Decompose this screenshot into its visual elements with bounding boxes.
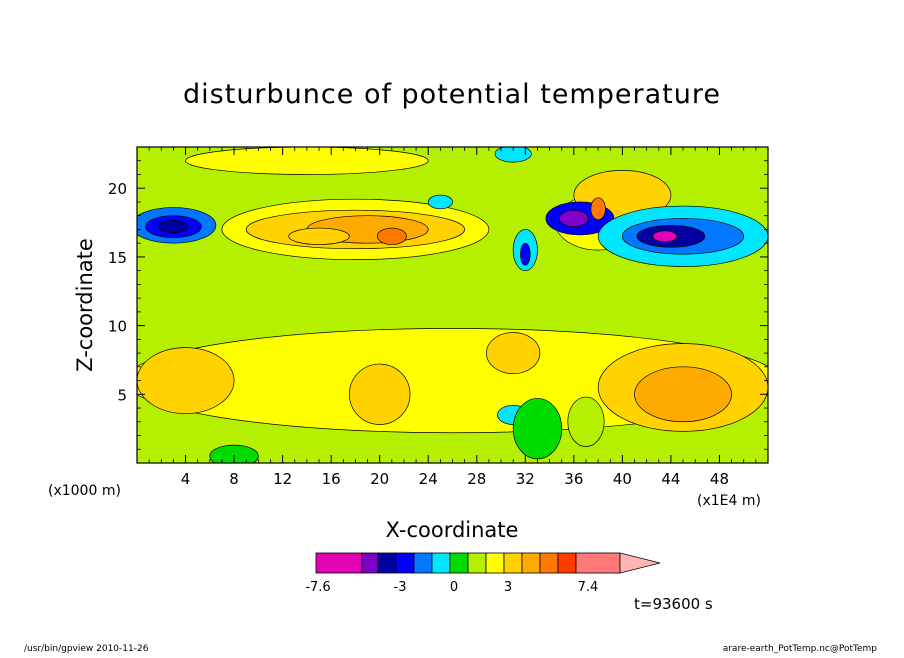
x-axis-label: X-coordinate xyxy=(386,518,519,542)
contour-region-31 xyxy=(427,194,453,210)
colorbar-swatch-5 xyxy=(431,552,451,574)
colorbar-swatch-11 xyxy=(539,552,559,574)
contour-region-11 xyxy=(558,209,589,228)
colorbar-swatch-0 xyxy=(315,552,363,574)
colorbar-swatch-1 xyxy=(361,552,379,574)
colorbar-swatch-13 xyxy=(575,552,621,574)
colorbar-tick-label-neg3: -3 xyxy=(394,580,407,595)
contour-region-2 xyxy=(158,220,189,234)
x-tick-label: 24 xyxy=(419,470,438,488)
colorbar-swatch-8 xyxy=(485,552,505,574)
x-tick-label: 32 xyxy=(516,470,535,488)
y-tick-label: 5 xyxy=(117,386,127,404)
contour-region-29 xyxy=(185,147,429,175)
x-tick-label: 8 xyxy=(229,470,239,488)
colorbar-swatch-7 xyxy=(467,552,487,574)
x-tick-label: 48 xyxy=(710,470,729,488)
contour-region-24 xyxy=(349,363,411,425)
x-tick-label: 44 xyxy=(661,470,680,488)
chart-title: disturbunce of potential temperature xyxy=(183,79,721,110)
contour-region-16 xyxy=(652,230,678,243)
y-tick-label: 15 xyxy=(108,249,127,267)
colorbar-max-label: 7.4 xyxy=(578,580,599,595)
time-label: t=93600 s xyxy=(634,595,713,613)
plot-area xyxy=(137,147,768,463)
contour-region-23 xyxy=(486,332,541,375)
colorbar xyxy=(315,552,661,574)
contour-region-27 xyxy=(512,398,563,460)
colorbar-tick-label-0: 0 xyxy=(450,580,458,595)
contour-region-7 xyxy=(376,227,407,245)
contour-region-30 xyxy=(494,147,532,163)
colorbar-swatch-3 xyxy=(395,552,415,574)
colorbar-arrow xyxy=(619,552,661,574)
x-tick-label: 36 xyxy=(564,470,583,488)
x-tick-label: 4 xyxy=(181,470,191,488)
colorbar-swatch-10 xyxy=(521,552,541,574)
x-units-right: (x1E4 m) xyxy=(697,493,761,509)
x-tick-label: 28 xyxy=(467,470,486,488)
contour-region-22 xyxy=(634,366,732,423)
colorbar-swatch-2 xyxy=(377,552,397,574)
colorbar-swatch-9 xyxy=(503,552,523,574)
x-tick-label: 16 xyxy=(322,470,341,488)
x-tick-label: 20 xyxy=(370,470,389,488)
footer-left: /usr/bin/gpview 2010-11-26 xyxy=(24,644,149,654)
footer-right: arare-earth_PotTemp.nc@PotTemp xyxy=(723,644,878,654)
contour-region-18 xyxy=(520,242,531,266)
colorbar-min-label: -7.6 xyxy=(305,580,330,595)
colorbar-swatch-6 xyxy=(449,552,469,574)
colorbar-swatch-4 xyxy=(413,552,433,574)
contour-region-20 xyxy=(137,347,235,414)
x-tick-label: 12 xyxy=(273,470,292,488)
y-tick-label: 10 xyxy=(108,318,127,336)
x-tick-label: 40 xyxy=(613,470,632,488)
contour-region-28 xyxy=(567,396,605,447)
colorbar-swatch-12 xyxy=(557,552,577,574)
x-units-left: (x1000 m) xyxy=(48,483,121,499)
y-axis-label: Z-coordinate xyxy=(73,238,97,372)
contour-region-12 xyxy=(590,197,606,221)
colorbar-tick-label-3: 3 xyxy=(504,580,512,595)
y-tick-label: 20 xyxy=(108,180,127,198)
contour-region-6 xyxy=(288,227,350,245)
contour-region-25 xyxy=(209,444,259,463)
